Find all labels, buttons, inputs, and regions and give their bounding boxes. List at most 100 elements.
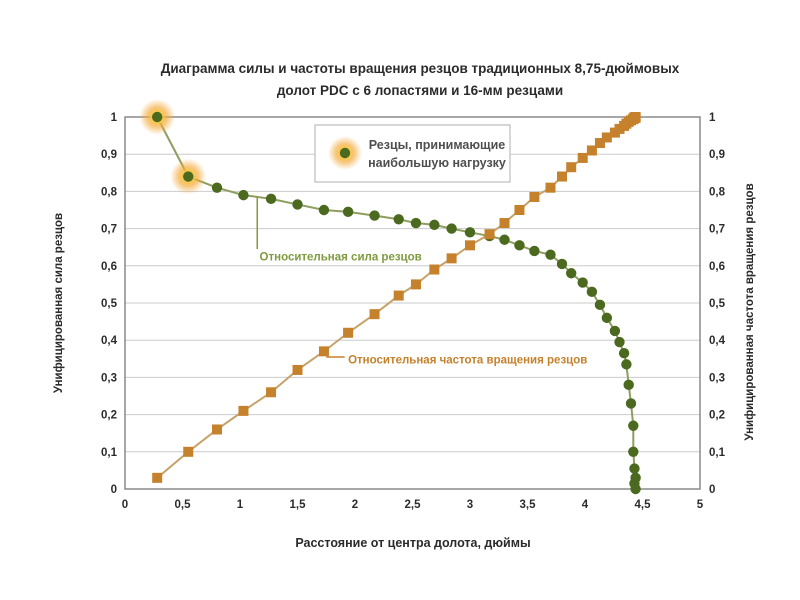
left-y-tick-label: 0,6 <box>101 261 117 273</box>
data-point-force <box>556 258 568 270</box>
left-y-tick-label: 0,3 <box>101 372 117 384</box>
right-y-tick-label: 0,6 <box>709 261 725 273</box>
x-tick-label: 2,5 <box>405 499 422 511</box>
data-point-force <box>628 420 639 431</box>
data-point-force <box>342 206 354 218</box>
right-y-tick-label: 0,8 <box>709 186 726 198</box>
data-point-force <box>628 446 639 457</box>
data-point-force <box>393 214 404 225</box>
x-tick-label: 1,5 <box>290 499 307 511</box>
right-y-tick-label: 0,2 <box>709 410 725 422</box>
data-point-frequency <box>594 138 605 149</box>
data-point-force <box>601 312 613 324</box>
annotation-layer: Относительная сила резцов Относительная ч… <box>256 196 587 367</box>
data-point-force <box>586 286 598 298</box>
data-point-frequency <box>152 472 163 483</box>
x-tick-label: 1 <box>237 499 244 511</box>
data-point-frequency <box>630 112 641 122</box>
left-y-tick-label: 0,7 <box>101 224 117 236</box>
data-point-force <box>618 348 630 359</box>
data-point-force <box>183 171 194 182</box>
left-y-tick-label: 0,1 <box>101 447 118 459</box>
data-point-frequency <box>586 145 597 156</box>
data-point-force <box>623 379 634 391</box>
legend-text-line: Резцы, принимающие <box>369 138 506 152</box>
right-y-axis-title: Унифицированная частота вращения резцов <box>744 183 756 440</box>
data-point-force <box>577 277 588 288</box>
data-point-frequency <box>212 424 222 435</box>
data-point-frequency <box>601 132 612 143</box>
data-point-force <box>614 336 625 348</box>
left-y-axis-title: Унифицированная сила резцов <box>53 213 65 393</box>
x-axis-title: Расстояние от центра долота, дюймы <box>295 536 530 550</box>
data-point-frequency <box>369 309 380 320</box>
left-y-tick-label: 0,8 <box>101 186 118 198</box>
data-point-frequency <box>238 405 249 416</box>
annotation-label: Относительная частота вращения резцов <box>348 355 587 367</box>
data-point-force <box>446 223 457 234</box>
left-y-tick-label: 0,5 <box>101 298 118 310</box>
left-y-tick-label: 1 <box>111 112 118 124</box>
right-y-tick-label: 0,5 <box>709 298 726 310</box>
data-point-force <box>625 398 637 409</box>
x-tick-label: 2 <box>352 499 358 511</box>
data-point-force <box>630 483 641 495</box>
right-y-tick-label: 0,4 <box>709 335 726 347</box>
data-point-force <box>292 199 303 210</box>
data-point-frequency <box>529 191 540 202</box>
data-point-force <box>529 245 540 257</box>
data-point-frequency <box>577 152 588 163</box>
left-y-tick-label: 0,4 <box>101 335 118 347</box>
annotation-label: Относительная сила резцов <box>260 252 422 264</box>
data-point-force <box>238 189 249 201</box>
left-y-tick-label: 0,2 <box>101 410 117 422</box>
legend-box: Резцы, принимающие наибольшую нагрузку <box>314 124 511 183</box>
right-y-tick-label: 0,9 <box>709 149 725 161</box>
data-point-frequency <box>484 229 495 240</box>
data-point-frequency <box>410 279 421 290</box>
data-point-force <box>265 193 277 205</box>
right-y-tick-label: 0,1 <box>709 447 726 459</box>
data-point-frequency <box>566 162 577 173</box>
data-point-frequency <box>514 205 525 215</box>
data-point-force <box>464 227 476 238</box>
x-tick-label: 3,5 <box>520 499 537 511</box>
data-point-frequency <box>557 171 567 182</box>
right-y-tick-label: 0 <box>709 484 715 496</box>
data-point-force <box>545 249 556 260</box>
data-point-force <box>621 359 632 370</box>
x-tick-label: 3 <box>467 499 473 511</box>
x-tick-label: 0,5 <box>175 499 192 511</box>
x-tick-label: 0 <box>122 499 128 511</box>
plot-border <box>124 116 701 490</box>
series-layer <box>139 99 641 495</box>
x-tick-label: 4 <box>582 499 589 511</box>
data-point-force <box>369 210 380 221</box>
data-point-force <box>566 268 577 279</box>
right-y-tick-label: 0,7 <box>709 224 725 236</box>
data-point-frequency <box>465 240 475 251</box>
data-point-frequency <box>318 346 329 357</box>
data-point-frequency <box>343 327 354 338</box>
data-point-force <box>429 219 440 231</box>
data-point-frequency <box>393 290 404 301</box>
data-point-force <box>594 299 606 311</box>
data-point-frequency <box>446 253 457 264</box>
tick-labels-layer: 0 0,5 1 1,5 2 2,5 3 3,5 4 4,5 50 00,1 0,10,2 0,20,3 0,… <box>101 112 726 511</box>
right-y-tick-label: 0,3 <box>709 372 725 384</box>
data-point-force <box>629 463 640 474</box>
legend-cutter-dot-icon <box>339 147 351 159</box>
data-point-frequency <box>429 264 440 275</box>
data-point-force <box>410 217 422 229</box>
data-point-force <box>318 204 330 216</box>
chart-title-line-2: долот PDC с 6 лопастями и 16-мм резцами <box>277 83 563 98</box>
left-y-tick-label: 0,9 <box>101 149 117 161</box>
data-point-frequency <box>183 446 194 457</box>
data-point-frequency <box>266 387 277 398</box>
chart-title-line-1: Диаграмма силы и частоты вращения резцов… <box>161 61 680 76</box>
x-tick-label: 4,5 <box>635 499 652 511</box>
x-tick-label: 5 <box>697 499 704 511</box>
legend-text-line: наибольшую нагрузку <box>368 156 506 170</box>
